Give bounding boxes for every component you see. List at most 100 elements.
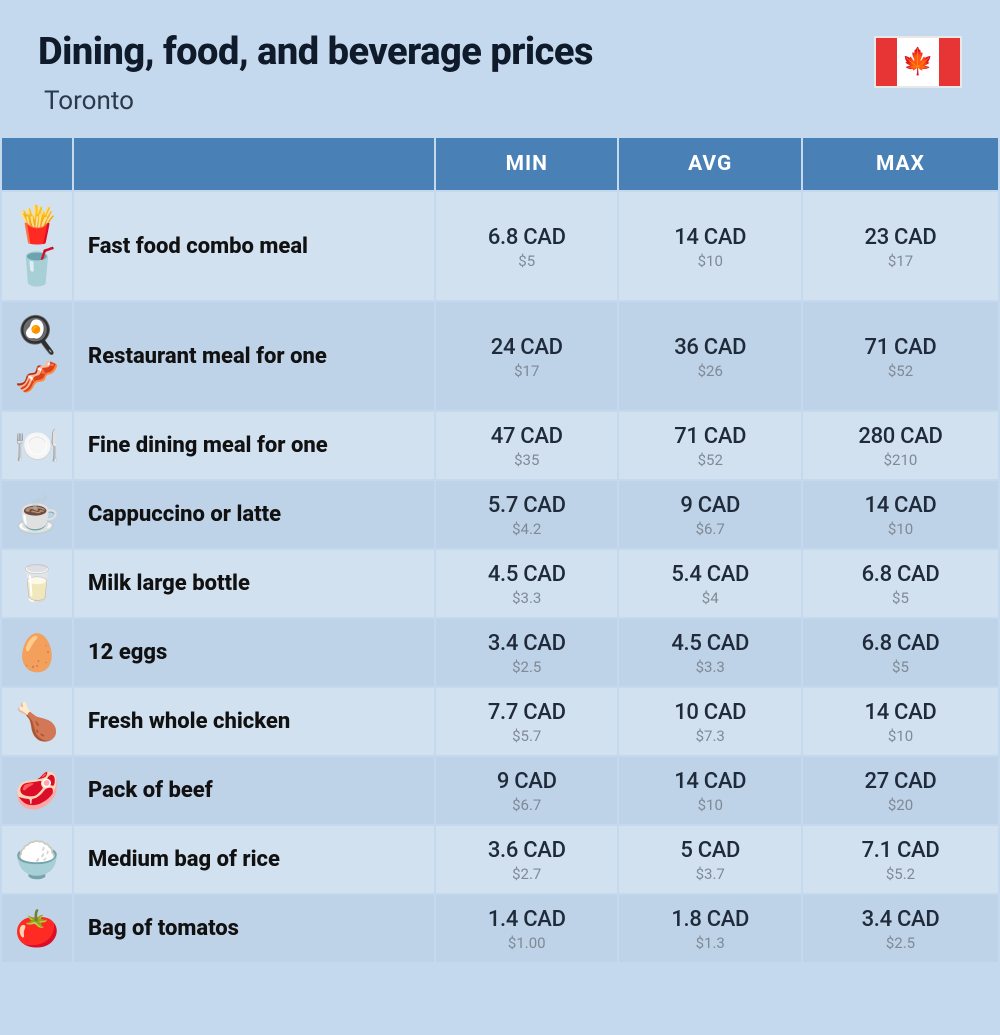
max-cad: 23 CAD [807, 225, 994, 250]
avg-cad: 14 CAD [623, 225, 796, 250]
table-header-row: MIN AVG MAX [2, 138, 998, 190]
max-cell: 280 CAD $210 [803, 412, 998, 479]
avg-cad: 9 CAD [623, 493, 796, 518]
prices-table: MIN AVG MAX 🍟🥤Fast food combo meal6.8 CA… [0, 136, 1000, 964]
avg-cell: 10 CAD$7.3 [619, 688, 800, 755]
max-usd: $17 [807, 252, 994, 270]
item-name: Fresh whole chicken [74, 688, 434, 755]
item-name: Pack of beef [74, 757, 434, 824]
avg-cell: 71 CAD$52 [619, 412, 800, 479]
min-usd: $17 [440, 362, 613, 380]
max-usd: $52 [807, 362, 994, 380]
avg-usd: $52 [623, 451, 796, 469]
min-cell: 47 CAD $35 [436, 412, 617, 479]
min-cell: 7.7 CAD$5.7 [436, 688, 617, 755]
avg-cad: 5.4 CAD [623, 562, 796, 587]
min-cell: 3.6 CAD$2.7 [436, 826, 617, 893]
max-cell: 71 CAD $52 [803, 302, 998, 410]
min-cad: 47 CAD [440, 424, 613, 449]
avg-cad: 14 CAD [623, 769, 796, 794]
min-cell: 5.7 CAD$4.2 [436, 481, 617, 548]
min-usd: $2.5 [440, 658, 613, 676]
table-row: ☕Cappuccino or latte5.7 CAD$4.29 CAD$6.7… [2, 481, 998, 548]
min-usd: $5 [440, 252, 613, 270]
max-usd: $5.2 [807, 865, 994, 883]
min-cell: 4.5 CAD $3.3 [436, 550, 617, 617]
min-usd: $3.3 [440, 589, 613, 607]
avg-usd: $6.7 [623, 520, 796, 538]
max-cad: 27 CAD [807, 769, 994, 794]
col-max: MAX [803, 138, 998, 190]
header: Dining, food, and beverage prices Toront… [0, 30, 1000, 136]
avg-cell: 36 CAD $26 [619, 302, 800, 410]
min-cad: 3.6 CAD [440, 838, 613, 863]
table-row: 🍟🥤Fast food combo meal6.8 CAD $5 14 CAD $10… [2, 192, 998, 300]
max-cad: 14 CAD [807, 700, 994, 725]
item-icon: 🍳🥓 [2, 302, 72, 410]
item-name: Milk large bottle [74, 550, 434, 617]
avg-cell: 5 CAD $3.7 [619, 826, 800, 893]
min-cell: 1.4 CAD $1.00 [436, 895, 617, 962]
title-block: Dining, food, and beverage prices Toront… [38, 30, 593, 116]
max-cell: 6.8 CAD$5 [803, 619, 998, 686]
avg-cell: 5.4 CAD $4 [619, 550, 800, 617]
min-usd: $1.00 [440, 934, 613, 952]
max-cell: 14 CAD $10 [803, 481, 998, 548]
avg-cad: 5 CAD [623, 838, 796, 863]
min-usd: $5.7 [440, 727, 613, 745]
col-min: MIN [436, 138, 617, 190]
max-usd: $20 [807, 796, 994, 814]
avg-usd: $26 [623, 362, 796, 380]
item-name: Cappuccino or latte [74, 481, 434, 548]
max-cell: 23 CAD $17 [803, 192, 998, 300]
min-cad: 5.7 CAD [440, 493, 613, 518]
max-usd: $210 [807, 451, 994, 469]
avg-cad: 36 CAD [623, 335, 796, 360]
item-name: Fine dining meal for one [74, 412, 434, 479]
max-usd: $10 [807, 520, 994, 538]
min-cell: 6.8 CAD $5 [436, 192, 617, 300]
min-cad: 4.5 CAD [440, 562, 613, 587]
avg-usd: $3.7 [623, 865, 796, 883]
avg-usd: $4 [623, 589, 796, 607]
min-cell: 9 CAD$6.7 [436, 757, 617, 824]
max-cad: 6.8 CAD [807, 631, 994, 656]
item-icon: 🥛 [2, 550, 72, 617]
min-usd: $35 [440, 451, 613, 469]
max-cell: 6.8 CAD$5 [803, 550, 998, 617]
item-icon: 🍟🥤 [2, 192, 72, 300]
item-name: Fast food combo meal [74, 192, 434, 300]
min-cad: 6.8 CAD [440, 225, 613, 250]
item-icon: 🍅 [2, 895, 72, 962]
item-icon: 🥚 [2, 619, 72, 686]
max-cad: 7.1 CAD [807, 838, 994, 863]
min-cad: 9 CAD [440, 769, 613, 794]
max-usd: $5 [807, 589, 994, 607]
max-cad: 14 CAD [807, 493, 994, 518]
avg-cad: 4.5 CAD [623, 631, 796, 656]
min-cell: 24 CAD$17 [436, 302, 617, 410]
table-row: 🥚12 eggs3.4 CAD $2.5 4.5 CAD $3.3 6.8 CAD$5 [2, 619, 998, 686]
item-name: Restaurant meal for one [74, 302, 434, 410]
table-row: 🍅Bag of tomatos1.4 CAD $1.00 1.8 CAD$1.33.… [2, 895, 998, 962]
item-name: Bag of tomatos [74, 895, 434, 962]
table-row: 🍚Medium bag of rice3.6 CAD$2.75 CAD$3.77… [2, 826, 998, 893]
avg-usd: $1.3 [623, 934, 796, 952]
max-cad: 280 CAD [807, 424, 994, 449]
avg-usd: $10 [623, 252, 796, 270]
avg-cell: 14 CAD $10 [619, 757, 800, 824]
item-name: Medium bag of rice [74, 826, 434, 893]
avg-usd: $10 [623, 796, 796, 814]
max-usd: $10 [807, 727, 994, 745]
avg-cell: 1.8 CAD$1.3 [619, 895, 800, 962]
avg-usd: $3.3 [623, 658, 796, 676]
max-cell: 14 CAD $10 [803, 688, 998, 755]
page-title: Dining, food, and beverage prices [38, 30, 593, 74]
min-cad: 1.4 CAD [440, 907, 613, 932]
max-cad: 71 CAD [807, 335, 994, 360]
col-icon [2, 138, 72, 190]
col-name [74, 138, 434, 190]
min-cad: 3.4 CAD [440, 631, 613, 656]
item-name: 12 eggs [74, 619, 434, 686]
max-cell: 3.4 CAD$2.5 [803, 895, 998, 962]
